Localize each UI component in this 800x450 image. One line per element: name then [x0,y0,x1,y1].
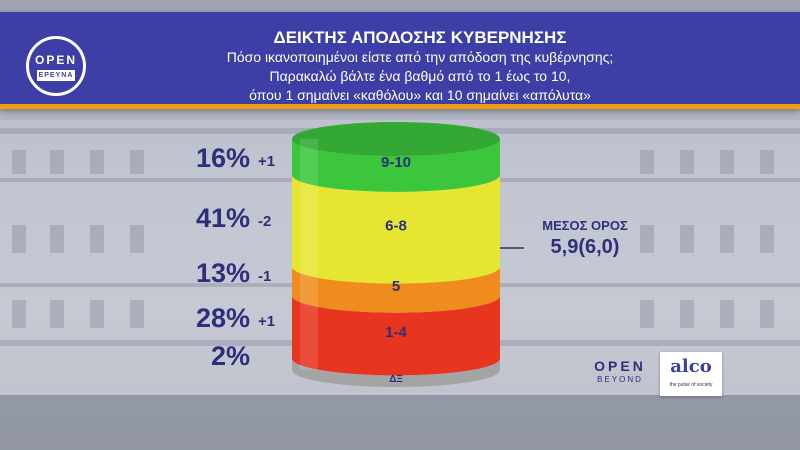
open-erevna-logo: OPEN ΕΡΕΥΝΑ [26,36,86,96]
cylinder-segment-6-8 [292,174,500,284]
change-label-6-8: -2 [258,213,272,230]
cylinder-top-cap [292,122,500,156]
open-beyond-beyond-text: BEYOND [597,375,643,384]
cylinder-highlight [300,139,318,370]
pct-label-1-4: 28% [195,303,250,333]
change-label-5: -1 [258,268,272,285]
open-beyond-open-text: OPEN [594,358,646,374]
pct-label-5: 13% [195,258,250,288]
alco-name: alco [670,356,712,377]
alco-logo: alco the pulse of society [660,352,722,396]
open-beyond-logo: OPEN BEYOND [590,358,650,384]
cylinder-segment-1-4 [292,295,500,376]
header-banner: OPEN ΕΡΕΥΝΑ ΔΕΙΚΤΗΣ ΑΠΟΔΟΣΗΣ ΚΥΒΕΡΝΗΣΗΣ … [0,12,800,109]
segment-label-6-8: 6-8 [385,218,407,235]
subtitle-line-3: όπου 1 σημαίνει «καθόλου» και 10 σημαίνε… [249,87,591,103]
cylinder-segment-5 [292,266,500,313]
mean-connector-line [500,247,524,249]
segment-label-9-10: 9-10 [381,154,411,171]
pct-label-6-8: 41% [195,203,250,233]
cylinder-segment-9-10 [292,139,500,192]
pct-label-dk: 2% [210,341,250,371]
subtitle-line-2: Παρακαλώ βάλτε ένα βαθμό από το 1 έως το… [269,68,571,84]
pct-label-9-10: 16% [195,143,250,173]
change-label-9-10: +1 [258,153,276,170]
segment-label-5: 5 [392,278,400,295]
alco-tagline: the pulse of society [669,382,713,388]
mean-label: ΜΕΣΟΣ ΟΡΟΣ [542,218,628,233]
segment-label-1-4: 1-4 [385,324,407,341]
logo-open-text: OPEN [34,53,77,67]
segment-label-dk: ΔΞ [389,374,403,385]
logo-erevna-text: ΕΡΕΥΝΑ [37,70,75,81]
mean-value: 5,9(6,0) [550,236,620,258]
change-label-1-4: +1 [258,313,276,330]
subtitle-line-1: Πόσο ικανοποιημένοι είστε από την απόδοσ… [226,49,614,65]
cylinder-segment-dk [292,358,500,387]
page-title: ΔΕΙΚΤΗΣ ΑΠΟΔΟΣΗΣ ΚΥΒΕΡΝΗΣΗΣ [273,28,567,47]
